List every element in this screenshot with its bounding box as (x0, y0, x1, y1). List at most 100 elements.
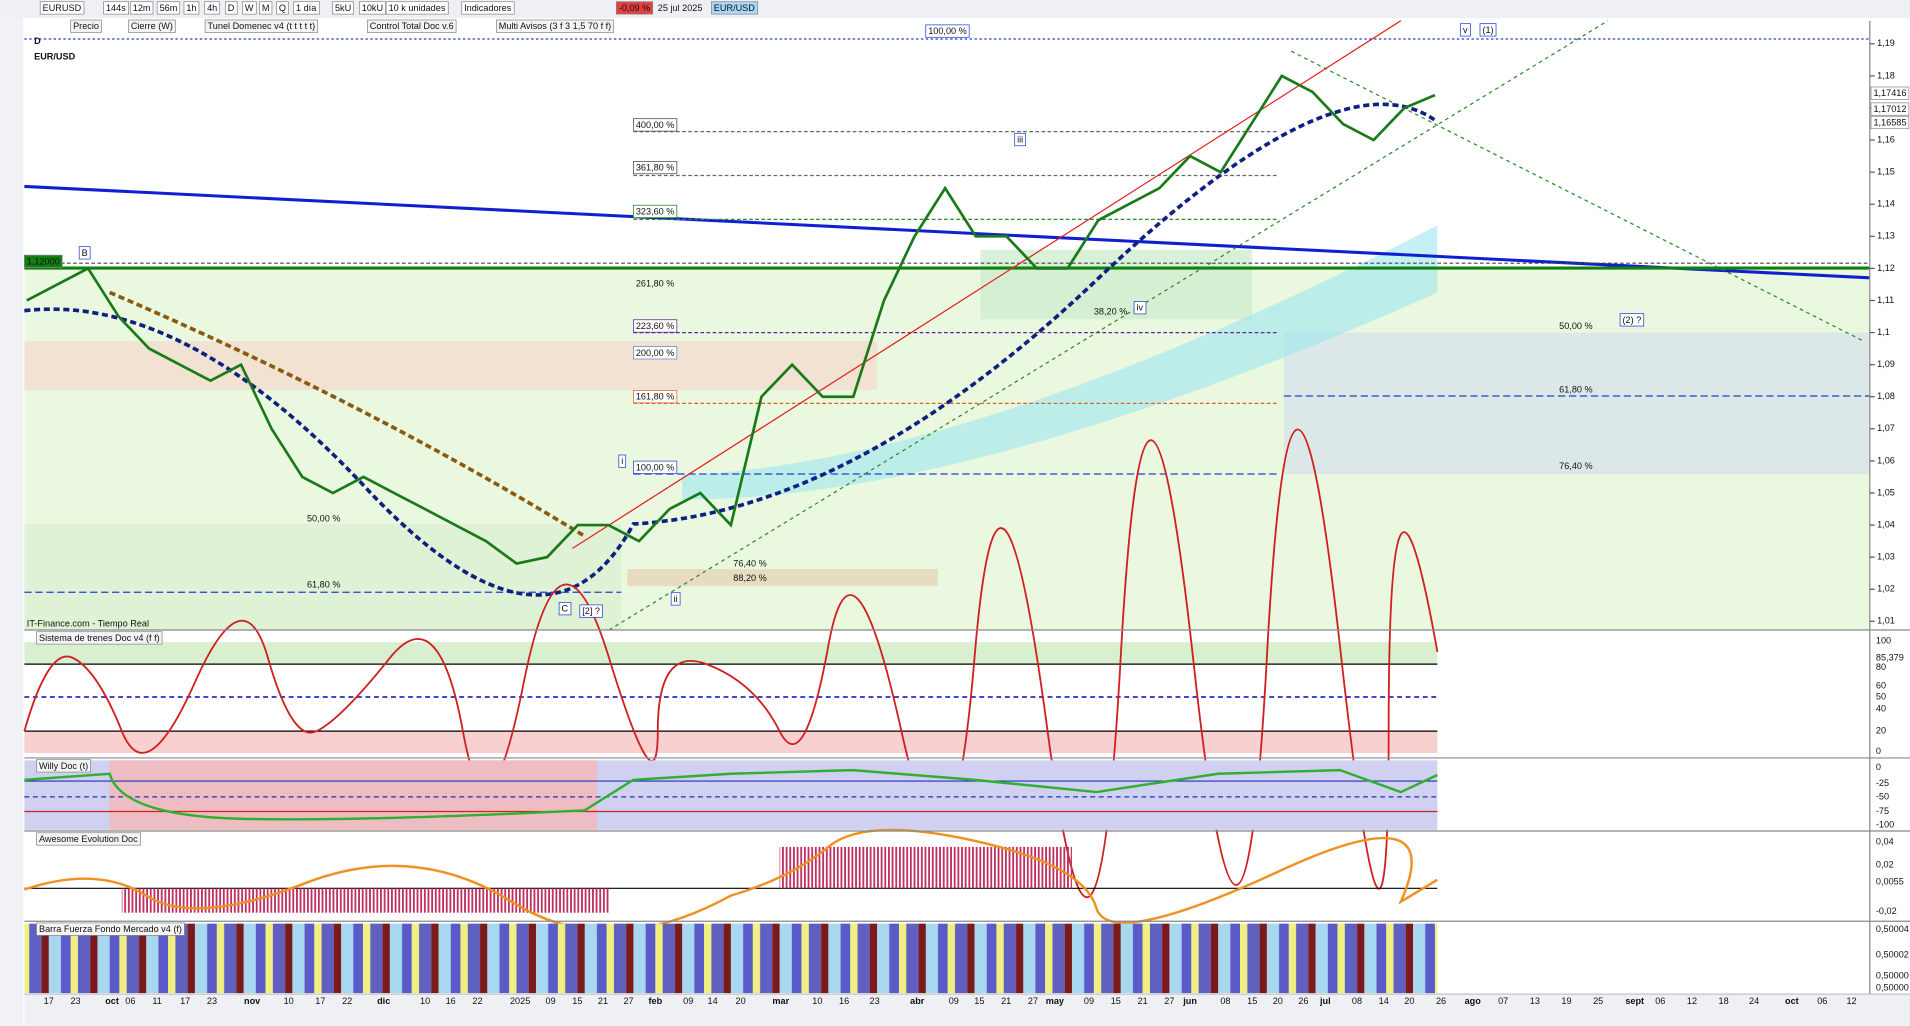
x-tick-label: mar (772, 996, 789, 1006)
instrument: EUR/USD (714, 3, 755, 13)
toolbar-button-box[interactable] (242, 1, 257, 15)
toolbar-button[interactable]: 5kU (335, 3, 351, 13)
toolbar-button-box[interactable] (293, 1, 321, 15)
panel-tick-label: 100 (1876, 635, 1891, 645)
panel-title[interactable]: Awesome Evolution Doc (39, 834, 138, 844)
x-tick-label: 06 (1655, 996, 1665, 1006)
x-tick-label: 21 (1001, 996, 1011, 1006)
x-tick-label: 26 (1436, 996, 1446, 1006)
indicator-legend-box[interactable] (204, 19, 319, 33)
indicator-legend[interactable]: Cierre (W) (131, 21, 173, 31)
price-line (26, 74, 1436, 566)
indicator-legend-box[interactable] (496, 19, 615, 33)
zone (24, 523, 622, 630)
fib-label-box (633, 204, 678, 219)
toolbar-button-box[interactable] (332, 1, 355, 15)
y-tick-label: 1,07 (1877, 423, 1895, 433)
x-tick-label: 27 (623, 996, 633, 1006)
fib-label-box (633, 390, 678, 404)
wave-label-box (670, 592, 681, 606)
x-tick-label: 19 (1561, 996, 1571, 1006)
x-tick-label: 06 (125, 996, 135, 1006)
x-tick-label: 06 (1817, 996, 1827, 1006)
panel-title-box[interactable] (36, 832, 141, 846)
toolbar-button[interactable]: D (228, 3, 235, 13)
toolbar-button-box[interactable] (39, 1, 85, 15)
x-tick-label: 10 (420, 996, 430, 1006)
toolbar-button[interactable]: 4h (207, 3, 217, 13)
x-tick-label: 13 (1530, 996, 1540, 1006)
y-tick-label: 1,15 (1877, 167, 1895, 177)
panel-title-box[interactable] (36, 631, 163, 645)
price-tag: 1,17416 (1873, 88, 1906, 98)
toolbar-button-box[interactable] (276, 1, 289, 15)
toolbar-button[interactable]: 12m (133, 3, 151, 13)
toolbar-button-box[interactable] (156, 1, 181, 15)
y-tick-label: 1,03 (1877, 552, 1895, 562)
channel-line (572, 20, 1402, 549)
panel-title-box[interactable] (36, 922, 185, 936)
toolbar-button[interactable]: M (262, 3, 270, 13)
toolbar-button-box[interactable] (358, 1, 386, 15)
x-tick-label: nov (244, 996, 261, 1006)
indicator-legend-box[interactable] (70, 19, 102, 33)
panel-tick-label: 0,50000 (1876, 970, 1909, 980)
x-tick-label: sept (1625, 996, 1644, 1006)
panel-tick-label: -75 (1876, 806, 1889, 816)
toolbar-button-box[interactable] (183, 1, 200, 15)
x-tick-label: feb (649, 996, 663, 1006)
wave-label-box (1014, 132, 1027, 147)
toolbar-button[interactable]: 10 k unidades (389, 3, 446, 13)
x-tick-label: ago (1465, 996, 1482, 1006)
x-tick-label: 26 (1298, 996, 1308, 1006)
x-tick-label: 27 (1028, 996, 1038, 1006)
toolbar-button-box[interactable] (204, 1, 221, 15)
wave-label: C (562, 604, 569, 614)
x-tick-label: 16 (839, 996, 849, 1006)
toolbar-button[interactable]: 1h (186, 3, 196, 13)
toolbar-button[interactable]: 1 día (296, 3, 317, 13)
toolbar-button[interactable]: W (245, 3, 254, 13)
fib-label: 76,40 % (1559, 461, 1592, 471)
wave-label-box (1460, 23, 1471, 37)
toolbar-button[interactable]: EURUSD (43, 3, 82, 13)
y-tick-label: 1,13 (1877, 231, 1895, 241)
fib-label: 400,00 % (636, 120, 675, 130)
fib-label: 100,00 % (636, 462, 675, 472)
toolbar-button[interactable]: 56m (160, 3, 178, 13)
indicator-legend[interactable]: Precio (73, 21, 99, 31)
wave-label: v (1463, 25, 1468, 35)
indicator-legend[interactable]: Control Total Doc v.6 (370, 21, 454, 31)
wave-label: (2) ? (1623, 315, 1642, 325)
fib-label: 50,00 % (307, 513, 340, 523)
x-tick-label: 2025 (510, 996, 530, 1006)
wave-label-box (618, 454, 627, 468)
indicator-legend-box[interactable] (128, 19, 176, 33)
toolbar-button-box[interactable] (259, 1, 273, 15)
toolbar-button-box[interactable] (385, 1, 449, 15)
indicator-legend[interactable]: Multi Avisos (3 f 3 1,5 70 f f) (499, 21, 611, 31)
y-tick-label: 1,02 (1877, 584, 1895, 594)
panel-title[interactable]: Barra Fuerza Fondo Mercado v4 (f) (39, 924, 182, 934)
panel-title-box[interactable] (36, 759, 91, 773)
toolbar-button-box[interactable] (103, 1, 129, 15)
panel-title[interactable]: Willy Doc (t) (39, 761, 88, 771)
panel-title[interactable]: Sistema de trenes Doc v4 (f f) (39, 633, 160, 643)
date: 25 jul 2025 (658, 3, 703, 13)
x-tick-label: oct (1785, 996, 1799, 1006)
panel-tick-label: 50 (1876, 691, 1886, 701)
toolbar-button[interactable]: 144s (106, 3, 126, 13)
y-tick-label: 1,06 (1877, 455, 1895, 465)
toolbar-button[interactable]: Q (279, 3, 286, 13)
indicator-legend[interactable]: Tunel Domenec v4 (t t t t t) (208, 21, 316, 31)
indicator-legend-box[interactable] (367, 19, 457, 33)
toolbar-button-box[interactable] (461, 1, 515, 15)
toolbar-button-box[interactable] (224, 1, 238, 15)
toolbar-button-box[interactable] (129, 1, 154, 15)
x-tick-label: jul (1319, 996, 1331, 1006)
x-tick-label: 09 (949, 996, 959, 1006)
toolbar-button[interactable]: 10kU (362, 3, 383, 13)
wave-label: ii (674, 594, 678, 604)
toolbar-button[interactable]: Indicadores (464, 3, 512, 13)
